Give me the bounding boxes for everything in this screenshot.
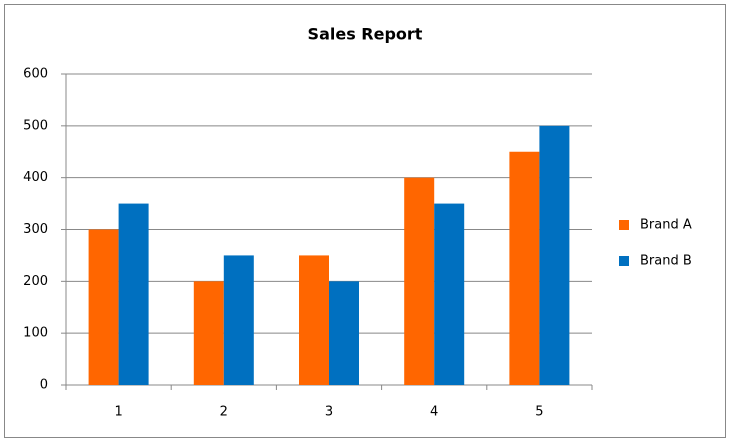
bar — [509, 151, 540, 385]
bar — [329, 281, 359, 385]
y-tick-label: 600 — [23, 67, 48, 82]
y-tick-label: 100 — [23, 326, 48, 341]
x-tick-label: 3 — [325, 405, 333, 420]
x-tick-label: 4 — [430, 405, 438, 420]
legend-label: Brand B — [640, 254, 692, 269]
bar — [299, 255, 329, 385]
legend-label: Brand A — [640, 218, 692, 233]
bar — [193, 281, 224, 385]
x-tick-label: 2 — [220, 405, 228, 420]
legend-swatch — [619, 256, 629, 266]
y-tick-label: 500 — [23, 118, 48, 133]
y-tick-label: 0 — [40, 378, 48, 393]
bar — [118, 203, 149, 385]
x-tick-label: 1 — [114, 405, 122, 420]
bar — [539, 125, 570, 385]
y-tick-label: 300 — [23, 222, 48, 237]
y-tick-label: 400 — [23, 170, 48, 185]
bar — [88, 229, 119, 385]
bar — [404, 177, 435, 385]
bar — [434, 203, 465, 385]
y-tick-label: 200 — [23, 274, 48, 289]
chart-title: Sales Report — [308, 25, 423, 44]
legend-swatch — [619, 220, 629, 230]
x-tick-label: 5 — [535, 405, 543, 420]
bar — [223, 255, 254, 385]
